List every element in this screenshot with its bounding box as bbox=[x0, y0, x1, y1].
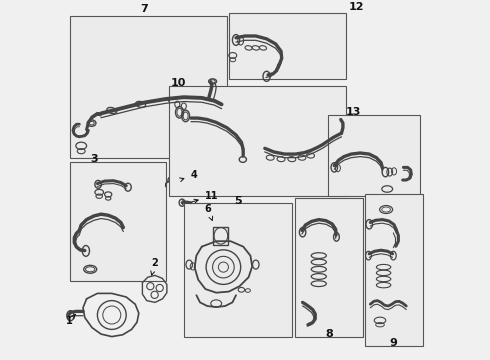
Text: 2: 2 bbox=[151, 258, 158, 275]
Bar bbox=[184, 203, 292, 337]
Text: 6: 6 bbox=[205, 204, 213, 220]
Text: 11: 11 bbox=[192, 191, 218, 203]
Bar bbox=[71, 16, 227, 158]
Text: 3: 3 bbox=[90, 154, 98, 164]
Text: 9: 9 bbox=[390, 338, 397, 348]
Text: 10: 10 bbox=[171, 78, 186, 88]
Text: 8: 8 bbox=[325, 329, 333, 339]
Bar bbox=[170, 86, 346, 196]
Text: 4: 4 bbox=[179, 170, 197, 181]
Text: 1: 1 bbox=[66, 314, 75, 326]
Bar bbox=[213, 227, 228, 245]
Text: 13: 13 bbox=[345, 107, 361, 117]
Text: 5: 5 bbox=[234, 196, 242, 206]
Bar bbox=[294, 198, 363, 337]
Bar bbox=[71, 162, 166, 281]
Text: 12: 12 bbox=[349, 2, 365, 12]
Bar bbox=[328, 115, 419, 196]
Bar bbox=[365, 194, 423, 346]
Bar bbox=[229, 13, 346, 79]
Text: 7: 7 bbox=[140, 4, 148, 14]
